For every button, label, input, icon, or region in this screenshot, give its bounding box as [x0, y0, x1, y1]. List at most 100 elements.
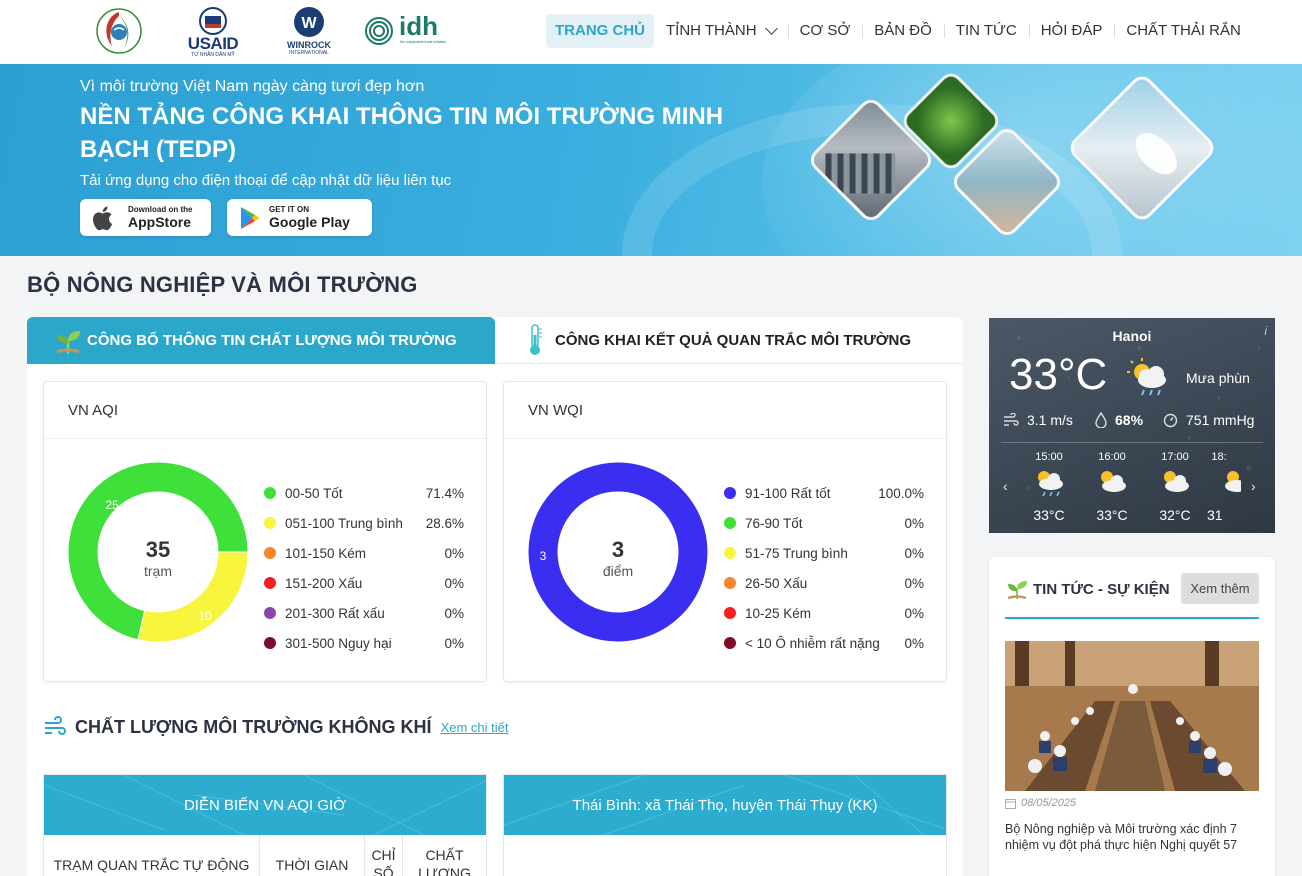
legend-dot	[724, 607, 736, 619]
network-pattern	[504, 775, 946, 835]
gauge-icon	[1163, 413, 1178, 427]
nav-news[interactable]: TIN TỨC	[943, 14, 1029, 48]
air-quality-title: CHẤT LƯỢNG MÔI TRƯỜNG KHÔNG KHÍ	[75, 716, 432, 737]
legend-dot	[724, 637, 736, 649]
wqi-unit: điểm	[603, 563, 633, 579]
sprout-icon	[1007, 581, 1027, 600]
nav-provinces[interactable]: TỈNH THÀNH	[654, 14, 788, 48]
legend-label: < 10 Ô nhiễm rất nặng	[745, 635, 880, 651]
legend-dot	[724, 547, 736, 559]
legend-pct: 0%	[904, 545, 924, 561]
tab-monitoring-results-label: CÔNG KHAI KẾT QUẢ QUAN TRẮC MÔI TRƯỜNG	[555, 331, 912, 349]
legend-item[interactable]: 00-50 Tốt 71.4%	[264, 478, 464, 508]
legend-dot	[724, 517, 736, 529]
weather-pressure: 751 mmHg	[1163, 412, 1254, 428]
usaid-logo[interactable]: USAID TỪ NHÂN DÂN MỸ	[181, 6, 245, 58]
wqi-total: 3	[612, 537, 624, 562]
weather-prev-button[interactable]: ‹	[1003, 478, 1008, 494]
svg-text:W: W	[301, 15, 317, 32]
news-panel: TIN TỨC - SỰ KIỆN Xem thêm 08/05/2025 Bộ…	[989, 557, 1275, 876]
legend-label: 51-75 Trung bình	[745, 545, 848, 561]
info-icon[interactable]: i	[1264, 324, 1267, 338]
usaid-tagline: TỪ NHÂN DÂN MỸ	[191, 52, 235, 58]
legend-item[interactable]: 051-100 Trung bình 28.6%	[264, 508, 464, 538]
nav-map[interactable]: BẢN ĐỒ	[862, 14, 944, 48]
legend-item[interactable]: 51-75 Trung bình 0%	[724, 538, 924, 568]
aqi-slice[interactable]	[68, 462, 248, 641]
air-quality-section-header: CHẤT LƯỢNG MÔI TRƯỜNG KHÔNG KHÍ Xem chi …	[43, 715, 508, 739]
winrock-logo[interactable]: W WINROCK INTERNATIONAL	[281, 6, 337, 58]
rain-texture	[1017, 336, 1261, 520]
ministry-logo[interactable]	[94, 6, 144, 56]
legend-item[interactable]: 151-200 Xấu 0%	[264, 568, 464, 598]
col-quality[interactable]: CHẤT LƯỢNG	[418, 847, 471, 876]
legend-pct: 0%	[444, 635, 464, 651]
station-title: Thái Bình: xã Thái Thọ, huyện Thái Thụy …	[572, 796, 878, 814]
googleplay-small: GET IT ON	[269, 205, 309, 214]
legend-label: 00-50 Tốt	[285, 485, 343, 501]
aqi-legend: 00-50 Tốt 71.4% 051-100 Trung bình 28.6% 1…	[264, 478, 464, 658]
legend-item[interactable]: 26-50 Xấu 0%	[724, 568, 924, 598]
chevron-down-icon	[764, 21, 778, 35]
legend-item[interactable]: 201-300 Rất xấu 0%	[264, 598, 464, 628]
nav-faq[interactable]: HỎI ĐÁP	[1028, 14, 1115, 48]
col-index[interactable]: CHỈ SỐ	[371, 847, 396, 876]
tab-publish-quality[interactable]: CÔNG BỐ THÔNG TIN CHẤT LƯỢNG MÔI TRƯỜNG	[27, 317, 495, 364]
wind-icon	[1004, 413, 1019, 426]
apple-icon	[93, 206, 113, 230]
weather-desc: Mưa phùn	[1186, 370, 1250, 386]
wqi-slice-label: 3	[540, 549, 547, 563]
appstore-big: AppStore	[128, 214, 191, 230]
top-bar: USAID TỪ NHÂN DÂN MỸ W WINROCK INTERNATI…	[0, 0, 1302, 64]
air-quality-detail-link[interactable]: Xem chi tiết	[440, 719, 509, 735]
tab-monitoring-results[interactable]: CÔNG KHAI KẾT QUẢ QUAN TRẮC MÔI TRƯỜNG	[495, 317, 963, 364]
col-time[interactable]: THỜI GIAN	[275, 857, 349, 873]
usaid-wordmark: USAID	[187, 34, 239, 53]
legend-label: 26-50 Xấu	[745, 575, 808, 591]
cloud-sun-icon	[1225, 471, 1241, 492]
weather-widget[interactable]: Hanoi i 33°C Mưa phùn 3.1 m/s 68% 751 mm…	[989, 318, 1275, 533]
col-station[interactable]: TRẠM QUAN TRẮC TỰ ĐỘNG	[53, 857, 250, 873]
googleplay-big: Google Play	[269, 214, 350, 230]
aqi-unit: trạm	[144, 563, 172, 579]
news-image[interactable]	[1005, 641, 1259, 791]
aqi-slice-label: 10	[198, 609, 212, 623]
wqi-slice[interactable]	[528, 462, 708, 642]
appstore-button[interactable]: Download on the AppStore	[80, 199, 211, 236]
news-date: 08/05/2025	[1005, 797, 1076, 809]
weather-next-button[interactable]: ›	[1251, 478, 1256, 494]
legend-pct: 0%	[444, 605, 464, 621]
legend-dot	[264, 577, 276, 589]
nav-solid-waste[interactable]: CHẤT THẢI RẮN	[1114, 14, 1252, 48]
wqi-donut-chart[interactable]: 3 điểm 3	[528, 462, 708, 642]
forecast-temp: 32°C	[1159, 507, 1191, 523]
aqi-hour-title: DIỄN BIẾN VN AQI GIỜ	[183, 796, 347, 814]
legend-item[interactable]: 101-150 Kém 0%	[264, 538, 464, 568]
legend-item[interactable]: 10-25 Kém 0%	[724, 598, 924, 628]
forecast-hour: 17:00	[1161, 451, 1189, 463]
forecast-hour: 16:00	[1098, 451, 1126, 463]
aqi-donut-chart[interactable]: 35 trạm 10 25	[68, 462, 248, 642]
aqi-card-title: VN AQI	[44, 382, 486, 439]
news-headline[interactable]: Bộ Nông nghiệp và Môi trường xác định 7 …	[1005, 822, 1238, 852]
news-more-button[interactable]: Xem thêm	[1181, 573, 1259, 604]
aqi-card: VN AQI 35 trạm 10 25 00-50 Tốt 71.4% 051-1…	[43, 381, 487, 682]
legend-label: 101-150 Kém	[285, 545, 367, 561]
googleplay-button[interactable]: GET IT ON Google Play	[227, 199, 372, 236]
legend-dot	[264, 547, 276, 559]
nav-facilities[interactable]: CƠ SỞ	[787, 14, 863, 48]
banner-title: NỀN TẢNG CÔNG KHAI THÔNG TIN MÔI TRƯỜNG …	[80, 103, 724, 163]
forecast-hour: 18:	[1211, 451, 1227, 463]
legend-item[interactable]: 91-100 Rất tốt 100.0%	[724, 478, 924, 508]
legend-item[interactable]: 76-90 Tốt 0%	[724, 508, 924, 538]
legend-item[interactable]: < 10 Ô nhiễm rất nặng 0%	[724, 628, 924, 658]
legend-item[interactable]: 301-500 Nguy hại 0%	[264, 628, 464, 658]
aqi-hour-block: DIỄN BIẾN VN AQI GIỜ TRẠM QUAN TRẮC TỰ Đ…	[43, 774, 487, 876]
idh-logo[interactable]: idh the sustainable trade initiative	[364, 12, 446, 48]
legend-pct: 0%	[904, 575, 924, 591]
legend-dot	[264, 517, 276, 529]
nav-home[interactable]: TRANG CHỦ	[546, 14, 654, 48]
legend-dot	[264, 637, 276, 649]
winrock-wordmark: WINROCK	[287, 40, 331, 50]
cloud-rain-icon	[1038, 471, 1063, 497]
